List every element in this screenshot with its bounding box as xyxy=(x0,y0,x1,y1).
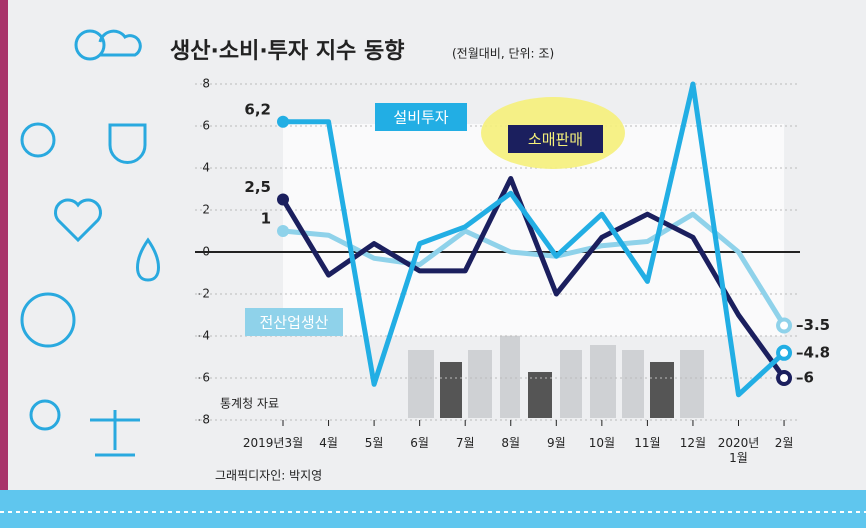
x-tick-label: 5월 xyxy=(364,436,384,450)
source: 통계청 자료 xyxy=(220,397,279,411)
credit: 그래픽디자인: 박지영 xyxy=(215,469,322,483)
value-label: 6,2 xyxy=(244,100,271,118)
end-point xyxy=(776,370,793,386)
buildings-dark xyxy=(440,362,674,418)
x-tick-label: 2019년3월 xyxy=(242,436,304,450)
x-tick-label: 9월 xyxy=(546,436,566,450)
x-tick-label: 12월 xyxy=(679,436,707,450)
end-point xyxy=(776,344,793,361)
x-tick-label: 4월 xyxy=(319,436,338,450)
chart-subtitle: (전월대비, 단위: 조) xyxy=(452,47,554,61)
value-label: –6 xyxy=(796,369,814,387)
start-point xyxy=(277,115,289,128)
y-tick-label: -8 xyxy=(198,413,210,427)
legend-label: 전산업생산 xyxy=(259,314,328,332)
value-label: –3.5 xyxy=(796,316,830,334)
series-line xyxy=(283,81,786,398)
x-tick-label: 10월 xyxy=(588,436,615,450)
start-point xyxy=(277,225,289,237)
road xyxy=(0,490,866,528)
y-tick-label: -2 xyxy=(198,287,210,301)
start-point xyxy=(277,193,289,206)
y-tick-label: -6 xyxy=(198,371,210,385)
y-tick-label: -4 xyxy=(198,329,210,343)
buildings xyxy=(408,335,704,418)
x-tick-label: 6월 xyxy=(410,436,429,450)
series-line xyxy=(280,176,787,380)
x-tick-label: 11월 xyxy=(634,436,661,450)
legend-box xyxy=(508,125,603,153)
x-tick-label: 2월 xyxy=(774,436,794,450)
value-label: 2,5 xyxy=(244,178,271,196)
legend-label: 소매판매 xyxy=(528,131,583,149)
x-tick-label: 8월 xyxy=(501,436,521,450)
series-line xyxy=(282,211,787,327)
edge xyxy=(0,0,8,528)
end-point xyxy=(776,317,793,334)
x-tick-label: 7월 xyxy=(455,436,475,450)
legend-label: 설비투자 xyxy=(393,109,448,127)
legend-box xyxy=(245,308,343,336)
value-label: –4.8 xyxy=(796,343,830,361)
value-label: 1 xyxy=(261,210,271,228)
x-tick-label: 2020년 1월 xyxy=(717,436,760,465)
legend-box xyxy=(375,103,467,131)
icons xyxy=(20,29,160,457)
chart-title: 생산·소비·투자 지수 동향 xyxy=(170,39,404,64)
